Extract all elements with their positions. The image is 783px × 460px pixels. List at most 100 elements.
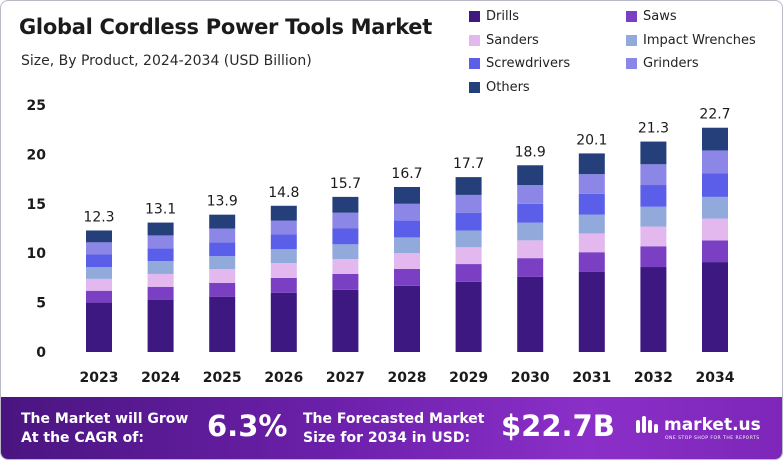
- forecast-label-line1: The Forecasted Market: [303, 411, 485, 427]
- bar-segment-impact-wrenches: [640, 206, 667, 227]
- legend-item-impact-wrenches: Impact Wrenches: [626, 33, 756, 48]
- legend-item-drills: Drills: [469, 9, 519, 24]
- x-tick-label: 2024: [141, 370, 180, 386]
- legend-label: Others: [486, 79, 530, 95]
- bar-segment-saws: [455, 264, 482, 282]
- bar-segment-impact-wrenches: [517, 222, 544, 241]
- bar-segment-others: [578, 153, 605, 175]
- bar-segment-grinders: [147, 235, 174, 249]
- forecast-label: The Forecasted Market Size for 2034 in U…: [303, 410, 484, 448]
- bar-segment-screwdrivers: [209, 242, 236, 257]
- bar-segment-drills: [702, 262, 728, 352]
- bar-segment-sanders: [270, 263, 297, 278]
- bar-segment-drills: [517, 276, 544, 352]
- bar-segment-sanders: [209, 269, 236, 283]
- legend-item-sanders: Sanders: [469, 33, 539, 48]
- bar-segment-saws: [640, 246, 667, 268]
- y-tick-label: 25: [27, 98, 46, 114]
- bar-segment-impact-wrenches: [332, 244, 359, 260]
- bar-segment-drills: [578, 271, 605, 352]
- y-tick-label: 15: [27, 197, 46, 213]
- bar-segment-grinders: [209, 228, 236, 243]
- bar-segment-drills: [455, 281, 482, 352]
- y-tick-label: 20: [27, 147, 47, 163]
- bar-segment-sanders: [147, 273, 174, 287]
- brand-tagline: ONE STOP SHOP FOR THE REPORTS: [665, 436, 760, 441]
- legend-label: Screwdrivers: [486, 56, 571, 71]
- bar-segment-sanders: [702, 218, 728, 241]
- bar-segment-saws: [332, 273, 359, 290]
- bar-segment-others: [702, 127, 728, 151]
- bar-segment-grinders: [640, 164, 667, 186]
- bar-segment-sanders: [517, 240, 544, 259]
- bar-segment-drills: [332, 289, 359, 352]
- legend-swatch: [626, 34, 637, 46]
- bar-segment-others: [147, 222, 174, 236]
- legend-label: Saws: [643, 9, 677, 24]
- total-label: 18.9: [515, 144, 546, 160]
- bar-segment-grinders: [270, 220, 297, 235]
- bar-segment-drills: [147, 299, 174, 352]
- x-tick-label: 2026: [264, 370, 303, 386]
- bar-segment-drills: [270, 292, 297, 352]
- bar-segment-impact-wrenches: [86, 267, 112, 279]
- y-tick-label: 10: [27, 246, 47, 262]
- total-label: 15.7: [330, 176, 361, 192]
- legend-label: Grinders: [643, 56, 699, 71]
- bar-segment-sanders: [640, 226, 667, 247]
- legend-label: Impact Wrenches: [643, 32, 756, 48]
- bar-segment-screwdrivers: [332, 228, 359, 245]
- bar-segment-saws: [517, 258, 544, 277]
- legend-item-grinders: Grinders: [626, 56, 699, 71]
- bar-segment-screwdrivers: [517, 203, 544, 223]
- total-label: 21.3: [638, 121, 669, 137]
- x-tick-label: 2030: [511, 370, 550, 386]
- bar-segment-impact-wrenches: [147, 261, 174, 274]
- bar-segment-drills: [86, 302, 112, 352]
- bar-segment-drills: [640, 267, 667, 352]
- bar-segment-others: [640, 141, 667, 165]
- total-label: 17.7: [453, 156, 484, 172]
- bar-segment-drills: [394, 285, 420, 352]
- bar-segment-impact-wrenches: [578, 214, 605, 234]
- bar-segment-saws: [147, 286, 174, 300]
- bar-segment-grinders: [702, 150, 728, 174]
- bar-segment-screwdrivers: [702, 173, 728, 197]
- bar-segment-screwdrivers: [147, 248, 174, 262]
- bar-segment-sanders: [578, 233, 605, 253]
- x-tick-label: 2034: [696, 370, 735, 386]
- legend-item-screwdrivers: Screwdrivers: [469, 56, 570, 71]
- cagr-value: 6.3%: [207, 409, 288, 443]
- y-tick-label: 5: [36, 296, 46, 312]
- bar-segment-screwdrivers: [270, 234, 297, 250]
- x-tick-label: 2031: [572, 370, 611, 386]
- y-tick-label: 0: [36, 345, 46, 361]
- bar-segment-grinders: [517, 185, 544, 204]
- bar-segment-others: [455, 177, 482, 195]
- bar-segment-saws: [702, 240, 728, 263]
- bar-segment-screwdrivers: [455, 212, 482, 231]
- total-label: 14.8: [268, 185, 299, 201]
- total-label: 13.1: [145, 202, 176, 218]
- cagr-label: The Market will Grow At the CAGR of:: [21, 410, 188, 448]
- chart-subtitle: Size, By Product, 2024-2034 (USD Billion…: [21, 53, 312, 69]
- bar-segment-sanders: [455, 247, 482, 265]
- bar-segment-sanders: [86, 278, 112, 291]
- bar-segment-drills: [209, 296, 236, 352]
- bar-segment-others: [517, 165, 544, 186]
- chart-title: Global Cordless Power Tools Market: [19, 15, 432, 39]
- legend-swatch: [469, 81, 480, 93]
- total-label: 16.7: [391, 166, 422, 182]
- bar-segment-impact-wrenches: [270, 249, 297, 264]
- legend-item-others: Others: [469, 80, 530, 95]
- legend-swatch: [469, 58, 480, 69]
- legend-swatch: [469, 11, 480, 22]
- legend-item-saws: Saws: [626, 9, 677, 24]
- cagr-label-line2: At the CAGR of:: [21, 430, 144, 446]
- cagr-label-line1: The Market will Grow: [21, 411, 189, 427]
- bar-segment-impact-wrenches: [702, 196, 728, 219]
- x-tick-label: 2029: [449, 370, 488, 386]
- legend-swatch: [626, 58, 637, 69]
- total-label: 13.9: [207, 194, 238, 210]
- total-label: 22.7: [699, 107, 730, 123]
